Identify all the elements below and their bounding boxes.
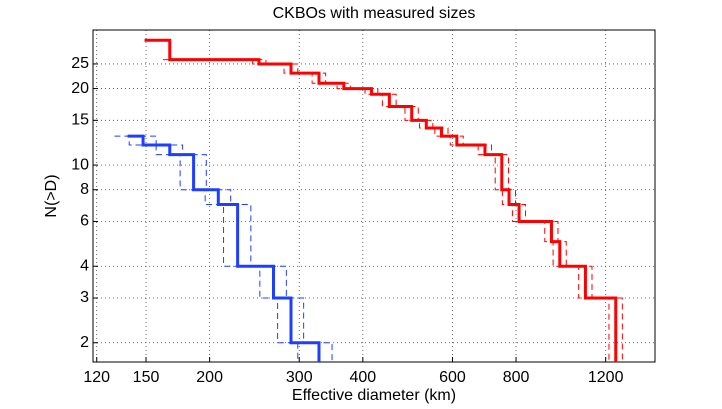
y-tick-label: 8: [80, 181, 89, 198]
y-tick-label: 4: [80, 257, 89, 274]
y-tick-label: 10: [71, 156, 89, 173]
x-tick-label: 600: [439, 369, 466, 386]
plot-frame: [92, 29, 656, 363]
x-tick-label: 300: [286, 369, 313, 386]
x-tick-label: 200: [196, 369, 223, 386]
y-tick-label: 3: [80, 289, 89, 306]
y-tick-label: 20: [71, 80, 89, 97]
y-tick-label: 25: [71, 55, 89, 72]
y-axis-label: N(>D): [43, 174, 60, 217]
y-tick-label: 6: [80, 213, 89, 230]
step-line: [176, 59, 623, 362]
step-line: [114, 135, 299, 362]
x-axis-label: Effective diameter (km): [292, 387, 456, 404]
chart-title: CKBOs with measured sizes: [273, 5, 476, 22]
y-tick-label: 2: [80, 334, 89, 351]
step-line: [163, 59, 610, 362]
step-line: [140, 135, 333, 362]
y-tick-label: 15: [71, 112, 89, 129]
x-tick-label: 1200: [588, 369, 624, 386]
x-tick-label: 150: [133, 369, 160, 386]
x-tick-label: 400: [349, 369, 376, 386]
x-tick-label: 800: [503, 369, 530, 386]
x-tick-label: 120: [83, 369, 110, 386]
